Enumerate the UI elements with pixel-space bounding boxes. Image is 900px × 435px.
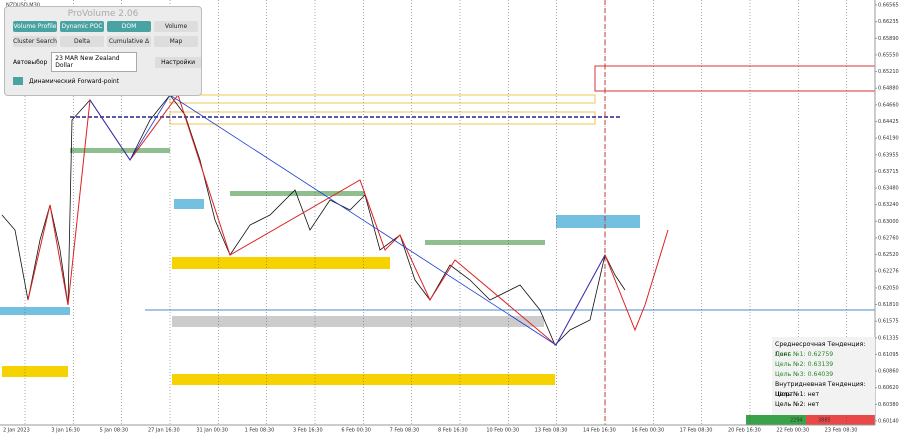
panel-button[interactable]: DOM [107, 21, 151, 32]
price-label: 0.62760 [878, 235, 899, 241]
info-line: Внутридневная Тенденция: Шорт [775, 381, 866, 398]
panel-button[interactable]: Cluster Search [13, 36, 57, 47]
zigzag [27, 93, 669, 346]
panel-button[interactable]: Map [154, 36, 198, 47]
info-box: Среднесрочная Тенденция: Лонг Цель №1: 0.… [772, 337, 875, 415]
price-label: 0.62276 [878, 269, 899, 275]
zone [169, 111, 596, 125]
time-label: 27 Jan 16:30 [148, 428, 180, 434]
time-label: 2 Jan 2023 [3, 428, 30, 434]
panel-button[interactable]: Volume [154, 21, 198, 32]
time-label: 20 Feb 16:30 [728, 428, 761, 434]
panel-button[interactable]: Cumulative Δ [107, 36, 151, 47]
price-label: 0.63715 [878, 169, 899, 175]
volume-bar [746, 415, 875, 425]
time-label: 10 Feb 00:30 [486, 428, 519, 434]
price [1, 94, 626, 346]
zone [0, 307, 70, 315]
price-label: 0.62050 [878, 285, 899, 291]
price-label: 0.64190 [878, 136, 899, 142]
price-label: 0.65890 [878, 36, 899, 42]
price-label: 0.61575 [878, 319, 899, 325]
zone [425, 240, 545, 245]
info-line: Цель №2: нет [775, 401, 820, 408]
price-label: 0.60620 [878, 385, 899, 391]
price-label: 0.62520 [878, 252, 899, 258]
price-label: 0.61335 [878, 335, 899, 341]
info-line: Среднесрочная Тенденция: Лонг [775, 341, 866, 358]
time-label: 13 Feb 08:30 [535, 428, 568, 434]
price-label: 0.63000 [878, 219, 899, 225]
price-label: 0.64660 [878, 102, 899, 108]
zone [172, 316, 544, 327]
time-label: 1 Feb 08:30 [245, 428, 275, 434]
time-label: 7 Feb 08:30 [390, 428, 420, 434]
time-label: 14 Feb 16:30 [583, 428, 616, 434]
symbol: NZDUSD,M30 [6, 3, 40, 9]
footer-value: 3885 [818, 418, 831, 424]
button-grid: Volume Profile Dynamic POC DOM Volume Cluste… [13, 21, 201, 47]
provolume-panel: ProVolume 2.06 Volume Profile Dynamic POC… [4, 6, 202, 96]
zone [556, 215, 640, 228]
time-label: 8 Feb 16:30 [438, 428, 468, 434]
price-label: 0.64425 [878, 119, 899, 125]
price-label: 0.61810 [878, 302, 899, 308]
info-line: Цель №2: 0.63139 [775, 361, 834, 368]
price-label: 0.60860 [878, 369, 899, 375]
time-label: 5 Jan 08:30 [100, 428, 128, 434]
price-label: 0.65550 [878, 52, 899, 58]
price-label: 0.65210 [878, 69, 899, 75]
forward-point[interactable]: Динамический Forward-point [29, 77, 120, 85]
zone [70, 148, 170, 153]
panel-title: ProVolume 2.06 [67, 9, 139, 19]
price-label: 0.61095 [878, 352, 899, 358]
panel-button[interactable]: Delta [60, 36, 104, 47]
price-label: 0.66565 [878, 3, 899, 9]
price-label: 0.63240 [878, 202, 899, 208]
auto-select[interactable]: Автовыбор [13, 58, 48, 66]
time-label: 16 Feb 00:30 [631, 428, 664, 434]
panel-button[interactable]: Volume Profile [13, 21, 57, 32]
volume-bar [746, 415, 806, 425]
price-label: 0.66235 [878, 19, 899, 25]
zone [230, 191, 365, 196]
time-label: 23 Feb 08:30 [825, 428, 858, 434]
time-label: 3 Jan 16:30 [51, 428, 79, 434]
panel-button[interactable]: Dynamic POC [60, 21, 104, 32]
zone [172, 374, 555, 385]
price-label: 0.63955 [878, 152, 899, 158]
zone [174, 199, 204, 209]
zone [172, 257, 390, 269]
time-label: 22 Feb 00:30 [776, 428, 809, 434]
info-line: Цель №3: 0.64039 [775, 371, 834, 378]
time-label: 31 Jan 00:30 [196, 428, 228, 434]
time-label: 3 Feb 16:30 [293, 428, 323, 434]
settings-button[interactable]: Настройки [155, 56, 201, 68]
time-label: 17 Feb 08:30 [680, 428, 713, 434]
footer-value: 2294 [790, 418, 803, 424]
info-line: Цель №1: 0.62759 [775, 351, 834, 358]
price-label: 0.63480 [878, 186, 899, 192]
price-label: 0.60380 [878, 402, 899, 408]
price-label: 0.64880 [878, 86, 899, 92]
zone [2, 366, 68, 377]
instrument-select[interactable]: 23 MAR New Zealand Dollar [51, 52, 138, 72]
price-label: 0.60140 [878, 419, 899, 425]
info-line: Цель №1: нет [775, 391, 820, 398]
time-label: 6 Feb 00:30 [341, 428, 371, 434]
